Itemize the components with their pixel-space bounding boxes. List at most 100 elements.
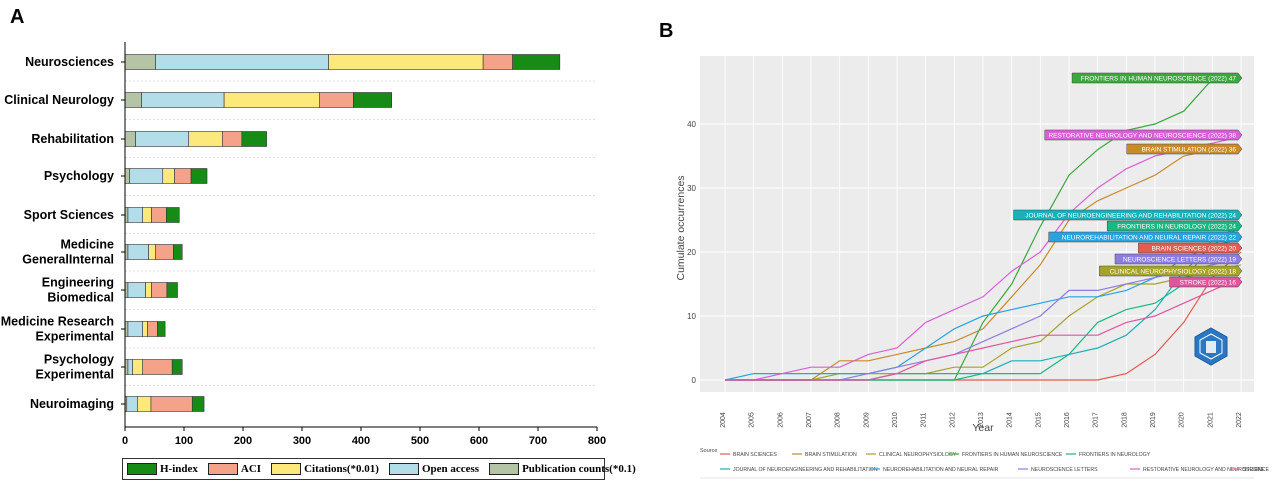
category-label-line: GeneralInternal [22, 253, 114, 267]
category-label-line: Engineering [42, 276, 114, 290]
legend-label: H-index [160, 463, 198, 475]
bar-aci-medicine-generalinternal [155, 244, 174, 260]
end-label-box [1013, 209, 1243, 221]
bar-h-index-medicine-generalinternal [173, 244, 183, 260]
bar-h-index-engineering-biomedical [166, 282, 178, 298]
bar-open-access-medicine-generalinternal [127, 244, 149, 260]
legend-label-brain-sciences: BRAIN SCIENCES [733, 452, 777, 458]
bar-citations-0-01-rehabilitation [188, 131, 223, 147]
end-label-neuroscience-letters: NEUROSCIENCE LETTERS (2022) 19 [1123, 257, 1236, 264]
category-label-line: Biomedical [47, 291, 114, 305]
y-tick-label: 20 [687, 248, 696, 257]
category-label-line: Experimental [35, 330, 114, 344]
category-label: Engineering Biomedical [42, 276, 114, 305]
end-label-box [1114, 253, 1243, 265]
legend-label: ACI [240, 463, 262, 475]
bar-citations-0-01-sport-sciences [142, 207, 152, 223]
end-label-box [1048, 231, 1243, 243]
x-tick-label: 2021 [1207, 412, 1214, 428]
legend-label-clinical-neurophysiology: CLINICAL NEUROPHYSIOLOGY [879, 452, 957, 458]
legend-swatch [489, 463, 520, 475]
legend-label-neurorehabilitation-and-neural-repair: NEUROREHABILITATION AND NEURAL REPAIR [883, 467, 999, 473]
bar-citations-0-01-psychology-experimental [132, 359, 143, 375]
category-label-line: Psychology [44, 353, 114, 367]
bar-citations-0-01-neuroimaging [137, 396, 152, 412]
x-tick-label: 2004 [720, 412, 727, 428]
end-label-journal-of-neuroengineering-and-rehabilitation: JOURNAL OF NEUROENGINEERING AND REHABILI… [1025, 213, 1236, 220]
end-label-box [1126, 143, 1243, 155]
bar-publication-counts-0-1-neurosciences [124, 54, 156, 70]
bar-publication-counts-0-1-clinical-neurology [124, 92, 142, 108]
y-tick-label: 40 [687, 120, 696, 129]
bar-open-access-psychology-experimental [127, 359, 133, 375]
bar-aci-neurosciences [482, 54, 513, 70]
category-label: Neuroimaging [30, 397, 114, 411]
legend-item-publication-counts-0-1: Publication counts(*0.1) [489, 463, 636, 475]
end-label-stroke: STROKE (2022) 16 [1180, 280, 1237, 287]
legend-swatch [127, 463, 157, 475]
x-tick-label: 2005 [749, 412, 756, 428]
end-label-brain-stimulation: BRAIN STIMULATION (2022) 36 [1141, 147, 1236, 154]
end-label-box [1138, 242, 1243, 254]
x-tick-label: 2008 [835, 412, 842, 428]
bar-open-access-sport-sciences [127, 207, 143, 223]
category-label: Medicine GeneralInternal [22, 238, 114, 267]
bar-open-access-rehabilitation [135, 131, 190, 147]
bar-aci-rehabilitation [222, 131, 243, 147]
category-label-line: Rehabilitation [31, 132, 114, 146]
panel-b-letter: B [659, 20, 674, 42]
bar-citations-0-01-medicine-generalinternal [148, 244, 156, 260]
legend-swatch [388, 463, 419, 475]
bar-open-access-neuroimaging [126, 396, 138, 412]
bar-aci-engineering-biomedical [151, 282, 168, 298]
y-tick-label: 0 [692, 376, 697, 385]
end-label-frontiers-in-human-neuroscience: FRONTIERS IN HUMAN NEUROSCIENCE (2022) 4… [1081, 76, 1237, 83]
x-tick-label: 2017 [1093, 412, 1100, 428]
bar-h-index-neuroimaging [191, 396, 205, 412]
legend-item-open-access: Open access [388, 463, 479, 475]
bar-h-index-medicine-research-experimental [157, 321, 166, 337]
legend-label-frontiers-in-human-neuroscience: FRONTIERS IN HUMAN NEUROSCIENCE [962, 452, 1063, 458]
y-axis-title: Cumulate occurrences [675, 175, 687, 280]
legend-title: Source [700, 448, 717, 454]
bar-publication-counts-0-1-rehabilitation [124, 131, 136, 147]
x-tick-label: 2012 [949, 412, 956, 428]
category-label-line: Experimental [35, 368, 114, 382]
bar-h-index-psychology [190, 168, 208, 184]
x-tick-label: 400 [352, 435, 370, 447]
x-tick-label: 2015 [1035, 412, 1042, 428]
bar-open-access-clinical-neurology [141, 92, 225, 108]
legend-label-journal-of-neuroengineering-and-rehabilitation: JOURNAL OF NEUROENGINEERING AND REHABILI… [733, 467, 878, 473]
x-tick-label: 2018 [1121, 412, 1128, 428]
y-tick-label: 30 [687, 184, 696, 193]
end-label-box [1044, 129, 1243, 141]
x-tick-label: 2010 [892, 412, 899, 428]
bar-aci-sport-sciences [151, 207, 167, 223]
category-label-line: Clinical Neurology [4, 93, 114, 107]
bar-open-access-psychology [129, 168, 164, 184]
bar-aci-clinical-neurology [319, 92, 354, 108]
x-tick-label: 2020 [1179, 412, 1186, 428]
category-label-line: Neurosciences [25, 55, 114, 69]
x-tick-label: 100 [175, 435, 193, 447]
category-label: Psychology Experimental [35, 353, 114, 382]
bar-h-index-clinical-neurology [353, 92, 392, 108]
watermark-logo [1194, 327, 1228, 366]
bar-citations-0-01-clinical-neurology [223, 92, 320, 108]
bar-h-index-sport-sciences [166, 207, 180, 223]
bar-h-index-neurosciences [512, 54, 561, 70]
category-label: Clinical Neurology [4, 93, 114, 107]
x-tick-label: 2011 [921, 412, 928, 427]
bar-open-access-neurosciences [155, 54, 329, 70]
x-tick-label: 2014 [1007, 412, 1014, 428]
legend-swatch [271, 463, 302, 475]
category-label-line: Medicine Research [1, 315, 114, 329]
legend-label-stroke: STROKE [1243, 467, 1265, 473]
legend-item-aci: ACI [207, 463, 262, 475]
logo-mark [1206, 341, 1216, 353]
end-label-box [1099, 265, 1243, 277]
end-label-neurorehabilitation-and-neural-repair: NEUROREHABILITATION AND NEURAL REPAIR (2… [1062, 235, 1237, 242]
bar-open-access-medicine-research-experimental [127, 321, 143, 337]
x-tick-label: 300 [293, 435, 311, 447]
bar-aci-neuroimaging [150, 396, 193, 412]
